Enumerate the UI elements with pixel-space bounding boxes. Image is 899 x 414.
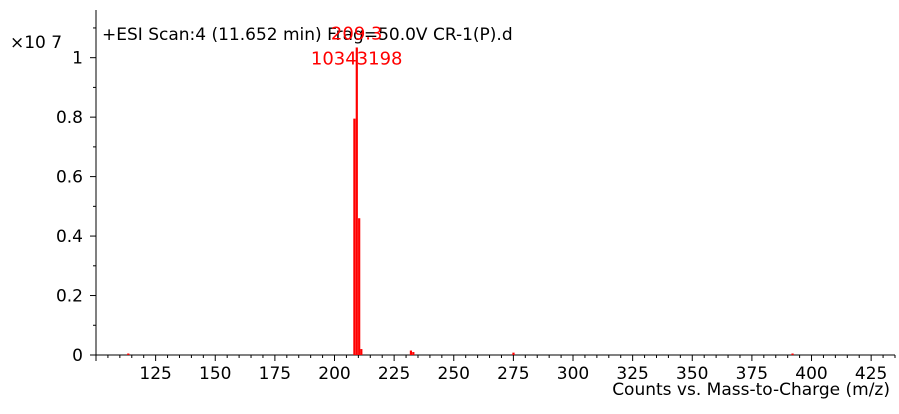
x-tick-label: 125	[139, 364, 171, 384]
y-tick-label: 0	[72, 346, 83, 366]
x-tick-label: 300	[557, 364, 589, 384]
spectrum-peak	[409, 350, 413, 355]
spectrum-peak	[127, 353, 130, 355]
x-tick-label: 275	[497, 364, 529, 384]
x-tick-label: 225	[378, 364, 410, 384]
x-tick-label: 400	[795, 364, 827, 384]
x-tick-label: 250	[438, 364, 470, 384]
spectrum-peak	[360, 349, 363, 355]
peak-abundance-label: 10343198	[311, 48, 403, 69]
spectrum-peak	[412, 352, 415, 355]
spectrum-peak	[355, 47, 358, 356]
x-tick-label: 325	[616, 364, 648, 384]
x-tick-label: 375	[736, 364, 768, 384]
x-tick-label: 350	[676, 364, 708, 384]
y-tick-label: 0.2	[56, 287, 83, 307]
y-tick-label: 1	[72, 49, 83, 69]
peak-mz-label: 209.3	[331, 23, 383, 44]
x-axis-label: Counts vs. Mass-to-Charge (m/z)	[612, 380, 890, 400]
x-tick-label: 200	[318, 364, 350, 384]
spectrum-peak	[512, 352, 515, 355]
spectrum-peak	[353, 118, 356, 356]
chart-title: +ESI Scan:4 (11.652 min) Frag=50.0V CR-1…	[102, 25, 513, 45]
y-multiplier-label: ×10 7	[10, 33, 62, 53]
x-tick-label: 425	[855, 364, 887, 384]
x-tick-label: 175	[259, 364, 291, 384]
y-tick-label: 0.4	[56, 227, 83, 247]
plot-area: 125 150 175 200 225 250 275 300 325 350 375 400 425 0…	[10, 10, 896, 400]
spectrum-peak	[358, 218, 361, 355]
x-tick-label: 150	[199, 364, 231, 384]
y-tick-label: 0.6	[56, 168, 83, 188]
spectrum-peak	[791, 353, 794, 355]
y-tick-label: 0.8	[56, 108, 83, 128]
